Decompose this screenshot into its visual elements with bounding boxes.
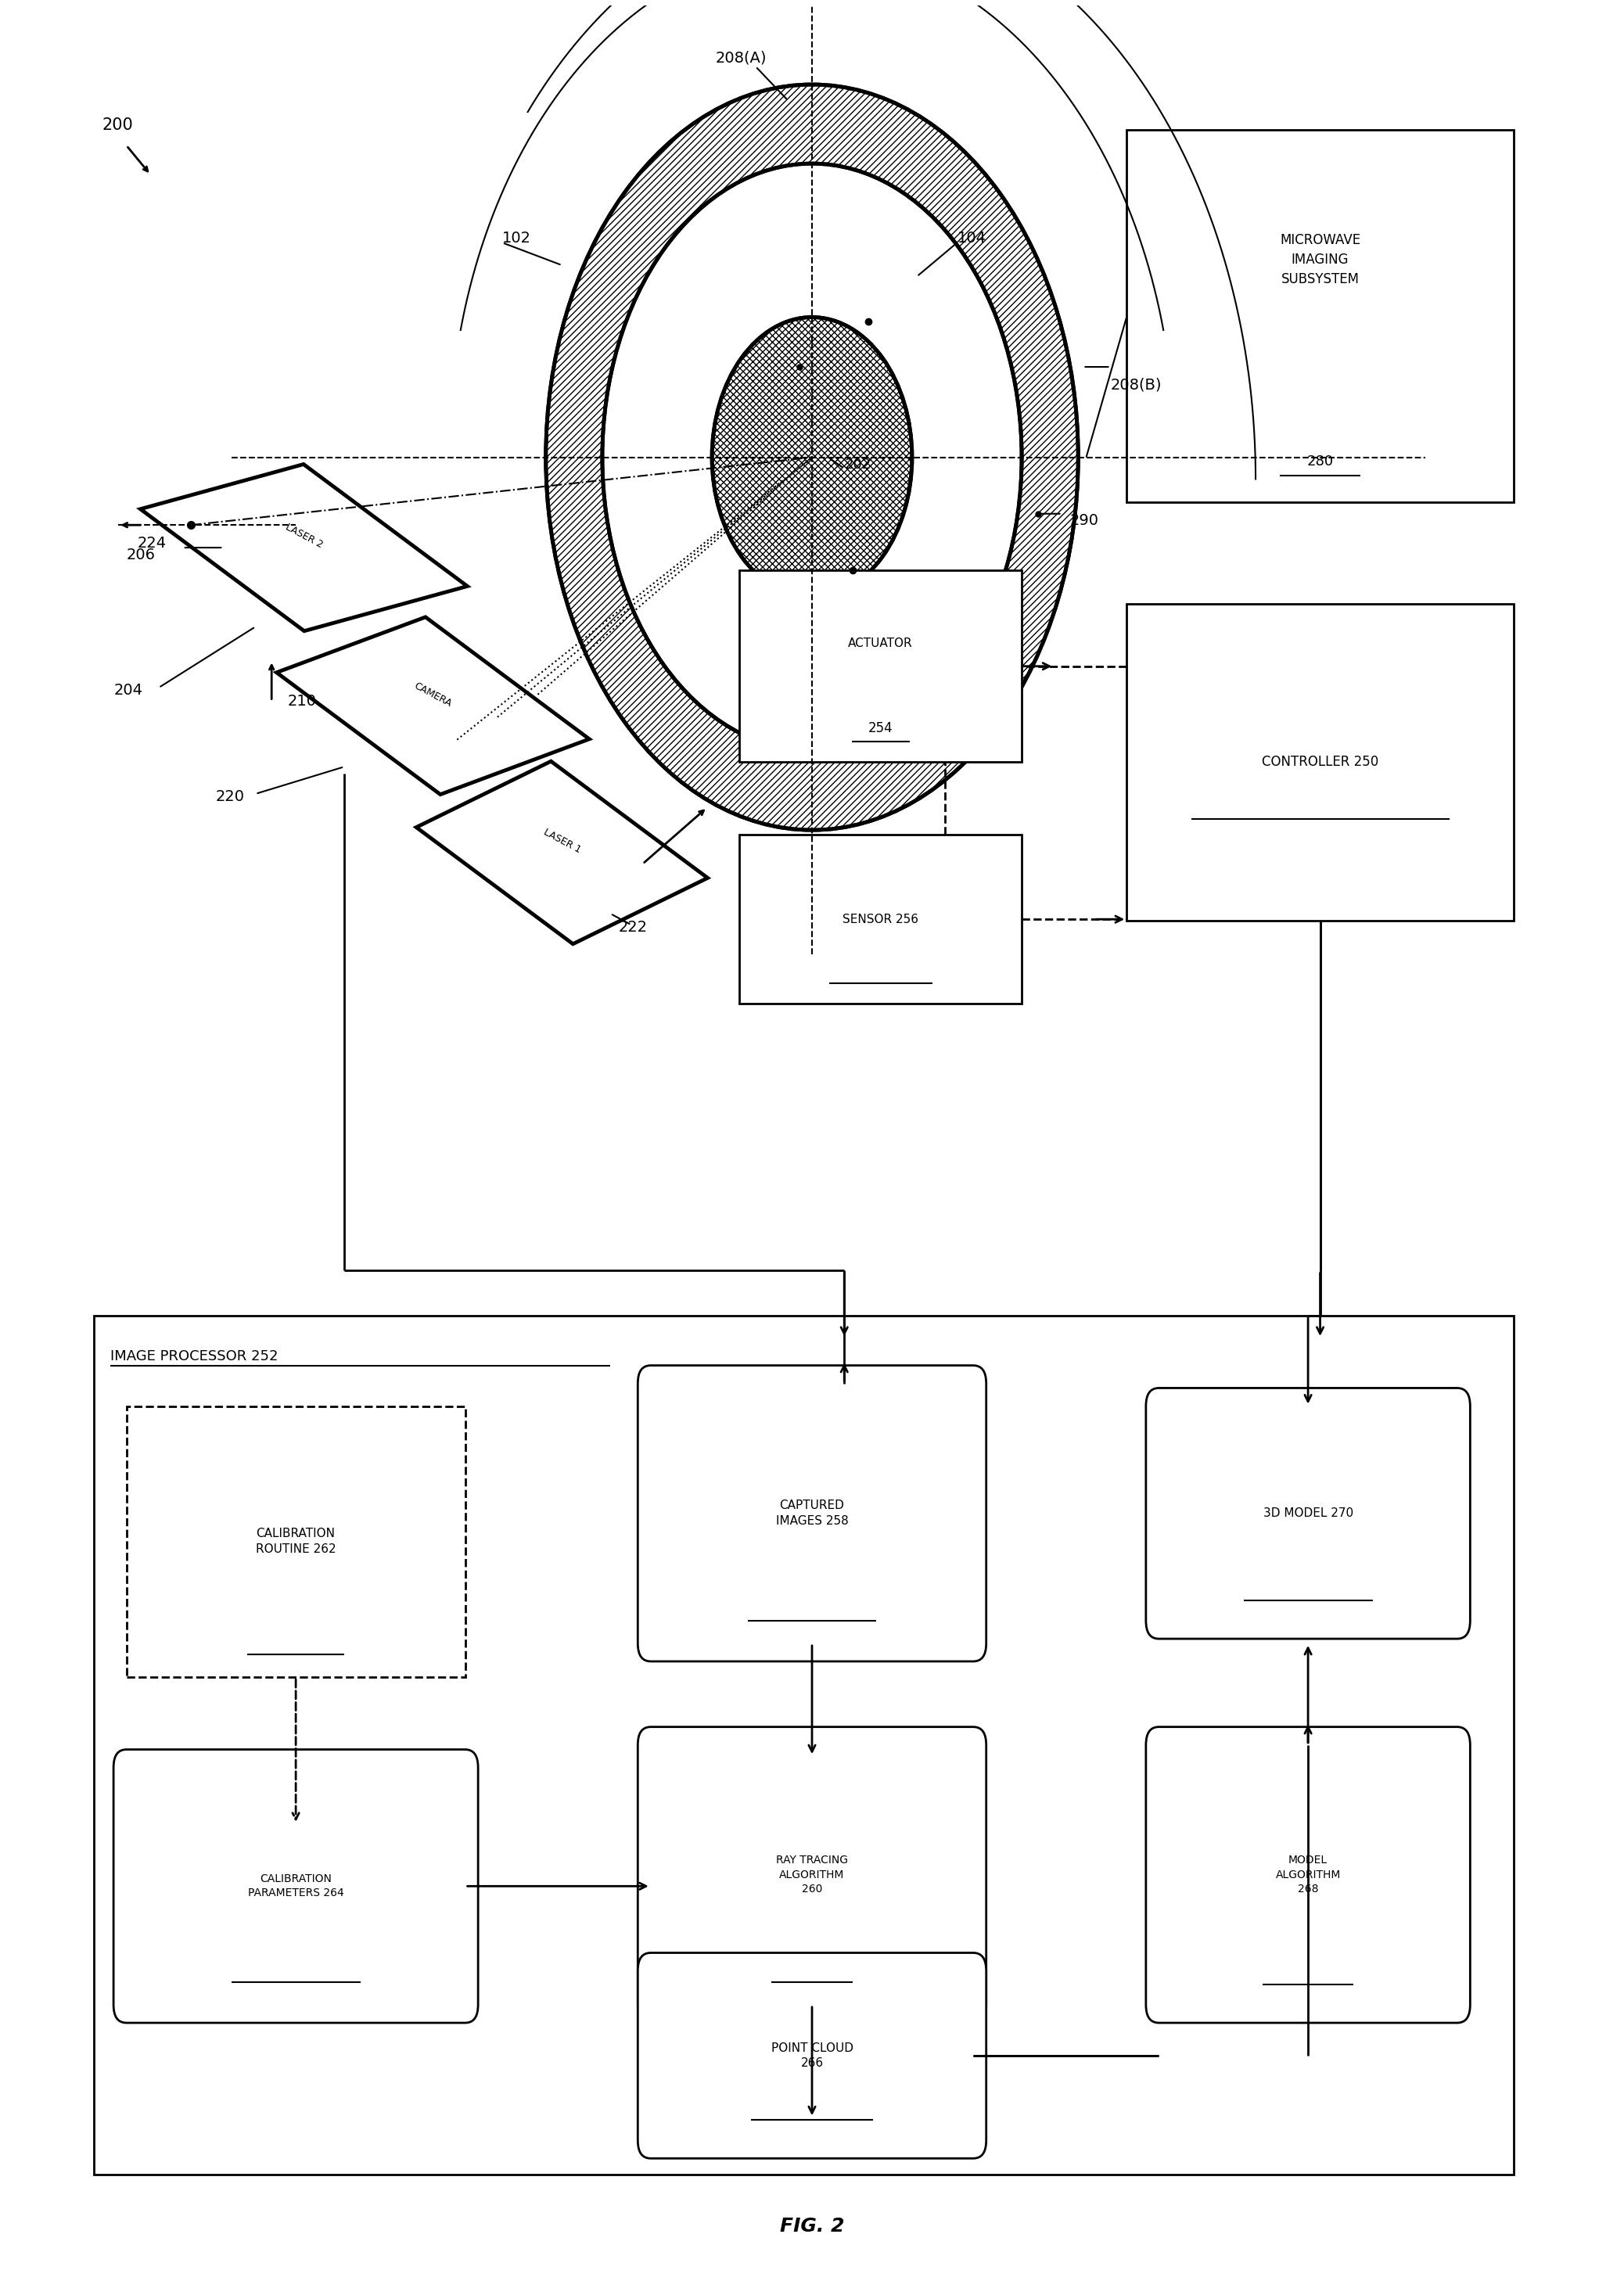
Bar — [127, 1405, 464, 1678]
Text: 254: 254 — [869, 722, 893, 735]
Text: 204: 204 — [114, 683, 143, 697]
Text: RAY TRACING
ALGORITHM
260: RAY TRACING ALGORITHM 260 — [776, 1855, 848, 1895]
Text: 202: 202 — [844, 459, 870, 472]
Text: 102: 102 — [502, 232, 531, 245]
Circle shape — [603, 163, 1021, 751]
Text: 206: 206 — [127, 547, 156, 563]
Text: 290: 290 — [1070, 513, 1099, 529]
Text: 208(A): 208(A) — [715, 50, 767, 66]
Text: 224: 224 — [138, 536, 167, 552]
Circle shape — [711, 318, 913, 597]
FancyBboxPatch shape — [638, 1727, 986, 2023]
Bar — [94, 1317, 1514, 2175]
FancyBboxPatch shape — [638, 1367, 986, 1662]
Text: 222: 222 — [619, 919, 648, 935]
Text: CALIBRATION
PARAMETERS 264: CALIBRATION PARAMETERS 264 — [248, 1873, 344, 1898]
Text: 3D MODEL 270: 3D MODEL 270 — [1263, 1507, 1353, 1519]
Text: ACTUATOR: ACTUATOR — [848, 638, 913, 649]
Text: CAPTURED
IMAGES 258: CAPTURED IMAGES 258 — [776, 1500, 848, 1528]
Text: CALIBRATION
ROUTINE 262: CALIBRATION ROUTINE 262 — [255, 1528, 336, 1555]
Text: MODEL
ALGORITHM
268: MODEL ALGORITHM 268 — [1275, 1855, 1341, 1895]
Circle shape — [546, 84, 1078, 831]
Text: 220: 220 — [216, 790, 244, 804]
Text: LASER 1: LASER 1 — [541, 826, 583, 856]
Text: 208(B): 208(B) — [1111, 377, 1161, 393]
Text: FIG. 2: FIG. 2 — [780, 2218, 844, 2236]
Bar — [1127, 129, 1514, 502]
Text: 104: 104 — [957, 232, 986, 245]
Text: 280: 280 — [1307, 454, 1333, 470]
Text: CONTROLLER 250: CONTROLLER 250 — [1262, 756, 1379, 770]
Text: IMAGE PROCESSOR 252: IMAGE PROCESSOR 252 — [110, 1351, 278, 1364]
Bar — [739, 835, 1021, 1003]
Text: MICROWAVE
IMAGING
SUBSYSTEM: MICROWAVE IMAGING SUBSYSTEM — [1280, 234, 1361, 286]
Text: 210: 210 — [287, 695, 317, 708]
Text: LASER 2: LASER 2 — [284, 522, 325, 549]
Text: CAMERA: CAMERA — [412, 681, 453, 708]
FancyBboxPatch shape — [1147, 1387, 1470, 1639]
FancyBboxPatch shape — [114, 1750, 477, 2023]
Text: 200: 200 — [102, 118, 133, 134]
Text: SENSOR 256: SENSOR 256 — [843, 913, 919, 926]
FancyBboxPatch shape — [638, 1952, 986, 2159]
FancyBboxPatch shape — [1147, 1727, 1470, 2023]
Bar — [739, 570, 1021, 763]
Bar — [1127, 604, 1514, 919]
Text: POINT CLOUD
266: POINT CLOUD 266 — [771, 2043, 853, 2070]
